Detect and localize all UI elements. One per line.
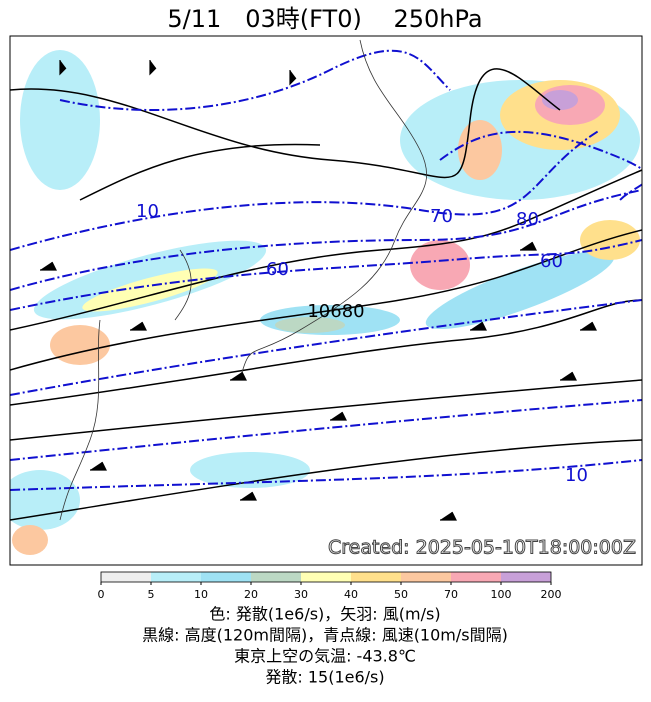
colorbar-segment xyxy=(101,572,151,582)
caption-line: 色: 発散(1e6/s)，矢羽: 風(m/s) xyxy=(209,605,440,624)
colorbar-segment xyxy=(201,572,251,582)
contour-label: 60 xyxy=(540,251,563,272)
contour-label: 60 xyxy=(266,259,289,280)
title: 5/11 03時(FT0) 250hPa xyxy=(167,5,482,33)
colorbar-segment xyxy=(151,572,201,582)
colorbar-tick-label: 200 xyxy=(541,588,562,601)
caption-line: 黒線: 高度(120m間隔)，青点線: 風速(10m/s間隔) xyxy=(142,626,508,645)
colorbar-tick-label: 10 xyxy=(194,588,208,601)
wind-barbs xyxy=(40,60,597,521)
colorbar-segment xyxy=(351,572,401,582)
colorbar-segment xyxy=(301,572,351,582)
coastlines xyxy=(59,39,427,521)
colorbar-segment xyxy=(401,572,451,582)
colorbar-tick-label: 100 xyxy=(491,588,512,601)
contour-label: 10680 xyxy=(307,301,364,322)
colorbar-tick-label: 0 xyxy=(98,588,105,601)
colorbar-tick-label: 5 xyxy=(148,588,155,601)
caption-line: 東京上空の気温: -43.8℃ xyxy=(234,647,416,666)
colorbar-tick-label: 30 xyxy=(294,588,308,601)
created-stamp: Created: 2025-05-10T18:00:00Z xyxy=(328,537,636,559)
colorbar-segment xyxy=(451,572,501,582)
colorbar-segment xyxy=(501,572,551,582)
contour-label: 10 xyxy=(136,201,159,222)
colorbar-tick-label: 70 xyxy=(444,588,458,601)
map-frame xyxy=(9,35,643,566)
contour-label: 70 xyxy=(430,206,453,227)
colorbar: 0 5 10 20 30 40 50 70 100 200 xyxy=(98,571,562,601)
map: 10 70 80 60 60 10680 10 Created: 2025-05… xyxy=(9,35,643,566)
colorbar-tick-label: 20 xyxy=(244,588,258,601)
contour-label: 10 xyxy=(565,465,588,486)
colorbar-segment xyxy=(251,572,301,582)
colorbar-frame xyxy=(100,571,552,583)
wind-speed-contours xyxy=(10,49,642,491)
caption-line: 発散: 15(1e6/s) xyxy=(265,668,384,687)
contour-label: 80 xyxy=(516,209,539,230)
colorbar-tick-label: 40 xyxy=(344,588,358,601)
colorbar-tick-label: 50 xyxy=(394,588,408,601)
